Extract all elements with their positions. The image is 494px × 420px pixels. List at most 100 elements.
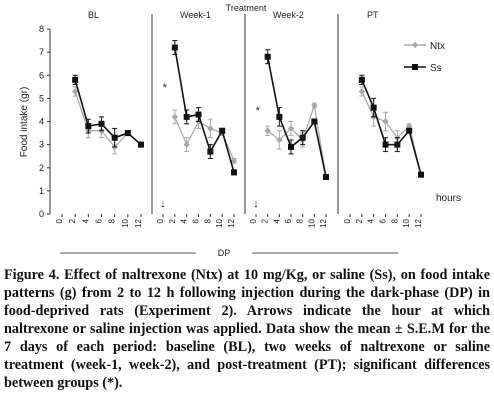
data-point-ss: [207, 148, 214, 155]
data-point-ss: [264, 53, 271, 60]
y-tick-label: 4: [39, 117, 44, 127]
series-line-ntx: [267, 105, 327, 178]
x-tick-label: 2: [68, 218, 77, 223]
x-tick-label: 0: [55, 218, 64, 223]
data-point-ss: [288, 143, 294, 150]
x-tick-label: 10: [215, 218, 224, 227]
y-tick-label: 8: [39, 24, 44, 34]
x-tick-label: 8: [203, 218, 212, 223]
data-point-ss: [299, 134, 306, 141]
data-point-ss: [394, 141, 401, 148]
injection-arrow: ↓: [253, 198, 259, 210]
x-tick-label: 8: [390, 218, 399, 223]
series-line-ss: [174, 47, 235, 173]
data-point-ss: [418, 171, 424, 178]
y-tick-label: 6: [39, 70, 44, 80]
y-tick-label: 3: [39, 140, 44, 150]
x-tick-label: 12: [134, 218, 143, 227]
data-point-ss: [382, 141, 389, 148]
data-point-ss: [72, 76, 79, 83]
x-tick-label: 2: [355, 218, 364, 223]
significance-marker: *: [256, 105, 261, 117]
data-point-ntx: [358, 88, 366, 95]
food-intake-chart: Treatment Food intake (gr) hours 0123456…: [19, 3, 461, 258]
x-axis-label: hours: [436, 193, 461, 204]
panel-pt: PT 0 2 4 6 8 10 12: [343, 10, 425, 228]
data-point-ss: [171, 44, 178, 51]
data-point-ntx: [230, 157, 238, 165]
data-point-ntx: [171, 113, 179, 121]
panel-label: Week-1: [180, 10, 211, 20]
x-tick-label: 2: [168, 218, 177, 223]
y-tick-label: 1: [39, 186, 44, 196]
data-point-ntx: [207, 125, 214, 132]
data-point-ss: [358, 76, 365, 83]
panel-week-2: Week-2 0 2 4 6 8 10 12 ↓ *: [249, 10, 330, 228]
data-point-ntx: [276, 136, 283, 144]
data-point-ss: [370, 104, 377, 111]
data-point-ss: [195, 111, 202, 118]
x-tick-label: 12: [319, 218, 328, 227]
panel-week-1: Week-1 0 2 4 6 8 10 12 ↓ *: [156, 10, 238, 228]
x-tick-label: 4: [367, 218, 376, 223]
figure-caption: Figure 4. Effect of naltrexone (Ntx) at …: [4, 267, 490, 391]
x-tick-label: 8: [108, 218, 117, 223]
y-axis: 0 1 2 3 4 5 6 7 8: [39, 24, 51, 219]
data-point-ss: [98, 120, 105, 127]
series-line-ss: [361, 79, 422, 175]
series-line-ss: [74, 79, 142, 146]
data-point-ss: [219, 127, 226, 134]
legend: Ntx Ss: [404, 41, 445, 74]
x-tick-label: 0: [156, 218, 165, 223]
data-point-ss: [231, 169, 237, 176]
data-point-ss: [276, 113, 283, 120]
x-tick-label: 12: [414, 218, 423, 227]
x-tick-label: 6: [379, 218, 388, 223]
data-point-ntx: [183, 141, 190, 148]
x-tick-label: 4: [180, 218, 189, 223]
dp-indicator: DP: [60, 248, 398, 258]
injection-arrow: ↓: [160, 198, 166, 210]
data-point-ss: [183, 113, 190, 120]
x-tick-label: 6: [192, 218, 201, 223]
legend-marker: [411, 41, 419, 49]
x-tick-label: 6: [284, 218, 293, 223]
legend-label: Ss: [430, 63, 442, 74]
x-tick-label: 4: [81, 218, 90, 223]
x-tick-label: 10: [121, 218, 130, 227]
y-tick-label: 5: [39, 93, 44, 103]
panel-label: BL: [88, 10, 99, 20]
x-tick-label: 8: [296, 218, 305, 223]
x-tick-label: 4: [272, 218, 281, 223]
y-axis-label: Food intake (gr): [19, 87, 30, 158]
x-tick-label: 12: [227, 218, 236, 227]
data-point-ss: [85, 123, 92, 130]
legend-item-ntx: Ntx: [404, 41, 445, 52]
dp-label: DP: [218, 248, 231, 258]
panel-label: PT: [367, 10, 379, 20]
x-tick-label: 0: [249, 218, 258, 223]
data-point-ntx: [71, 88, 79, 95]
data-point-ss: [323, 174, 329, 180]
data-point-ntx: [405, 122, 413, 130]
y-tick-label: 7: [39, 47, 44, 57]
series-line-ss: [266, 56, 327, 178]
series-line-ntx: [361, 91, 422, 175]
legend-label: Ntx: [430, 41, 445, 52]
legend-item-ss: Ss: [404, 63, 442, 74]
significance-marker: *: [163, 82, 168, 94]
data-point-ntx: [264, 127, 271, 134]
data-point-ss: [406, 127, 413, 134]
series-line-ntx: [74, 91, 142, 148]
y-tick-label: 0: [39, 209, 44, 219]
y-tick-label: 2: [39, 163, 44, 173]
x-tick-label: 10: [402, 218, 411, 227]
panel-bl: BL 0 2 4 6 8 10 12: [55, 10, 145, 228]
x-tick-label: 0: [343, 218, 352, 223]
data-point-ss: [138, 141, 144, 148]
data-point-ntx: [311, 102, 318, 109]
x-tick-label: 2: [261, 218, 270, 223]
data-point-ss: [124, 130, 131, 137]
x-tick-label: 6: [95, 218, 104, 223]
